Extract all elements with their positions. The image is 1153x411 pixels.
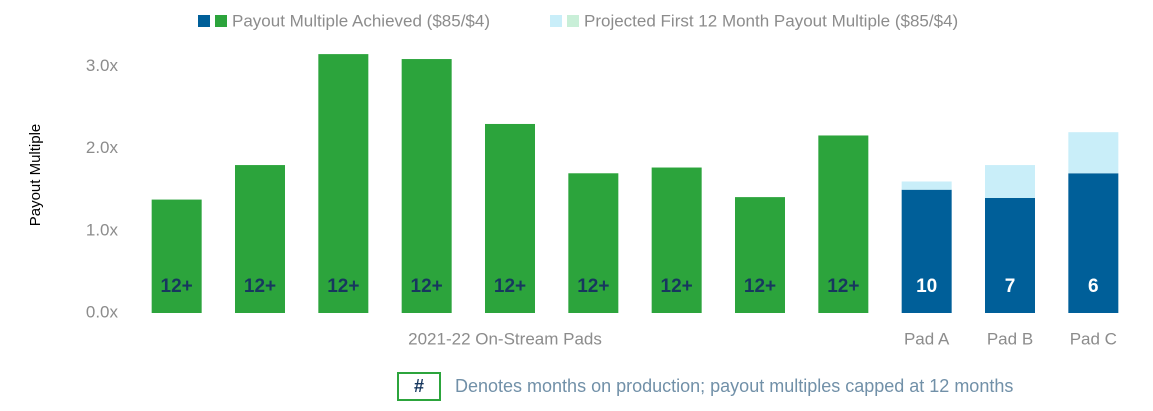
bar: [901, 181, 952, 190]
bar-label: 12+: [161, 276, 193, 297]
bar: [735, 197, 785, 313]
y-tick-label: 3.0x: [86, 56, 119, 75]
bar: [151, 199, 202, 313]
legend-label: Projected First 12 Month Payout Multiple…: [584, 11, 958, 30]
y-tick-label: 1.0x: [86, 220, 119, 239]
y-tick-label: 2.0x: [86, 138, 119, 157]
x-tick-label: Pad B: [987, 329, 1033, 348]
bar: [901, 189, 952, 313]
bar: [985, 197, 1035, 313]
bar-label: 12+: [744, 276, 776, 297]
footnote-box: [397, 372, 441, 401]
legend-swatch: [215, 15, 227, 27]
bar: [568, 173, 619, 313]
x-tick-label: Pad C: [1070, 329, 1117, 348]
bar: [235, 165, 285, 313]
bar-label: 6: [1088, 276, 1099, 297]
bar-label: 12+: [327, 276, 359, 297]
bar: [651, 167, 702, 313]
bar-label: 12+: [411, 276, 443, 297]
legend-swatch: [550, 15, 562, 27]
legend-swatch: [567, 15, 579, 27]
bar: [818, 135, 869, 313]
bar-label: 7: [1005, 276, 1016, 297]
legend-swatch: [198, 15, 210, 27]
group-label: 2021-22 On-Stream Pads: [408, 329, 602, 348]
footnote-symbol: #: [414, 376, 424, 396]
y-tick-label: 0.0x: [86, 302, 119, 321]
bar-label: 12+: [661, 276, 693, 297]
bar-label: 10: [916, 276, 937, 297]
bar: [401, 59, 452, 314]
x-tick-label: Pad A: [904, 329, 950, 348]
bar: [1068, 173, 1119, 313]
footnote: Denotes months on production; payout mul…: [455, 376, 1013, 396]
bar-label: 12+: [244, 276, 276, 297]
y-axis-label: Payout Multiple: [27, 124, 44, 227]
bar: [985, 165, 1035, 198]
legend-label: Payout Multiple Achieved ($85/$4): [232, 11, 490, 30]
bar: [485, 123, 535, 313]
bar: [318, 54, 369, 313]
bar-label: 12+: [577, 276, 609, 297]
bar-label: 12+: [827, 276, 859, 297]
bar-label: 12+: [494, 276, 526, 297]
bar: [1068, 132, 1119, 174]
